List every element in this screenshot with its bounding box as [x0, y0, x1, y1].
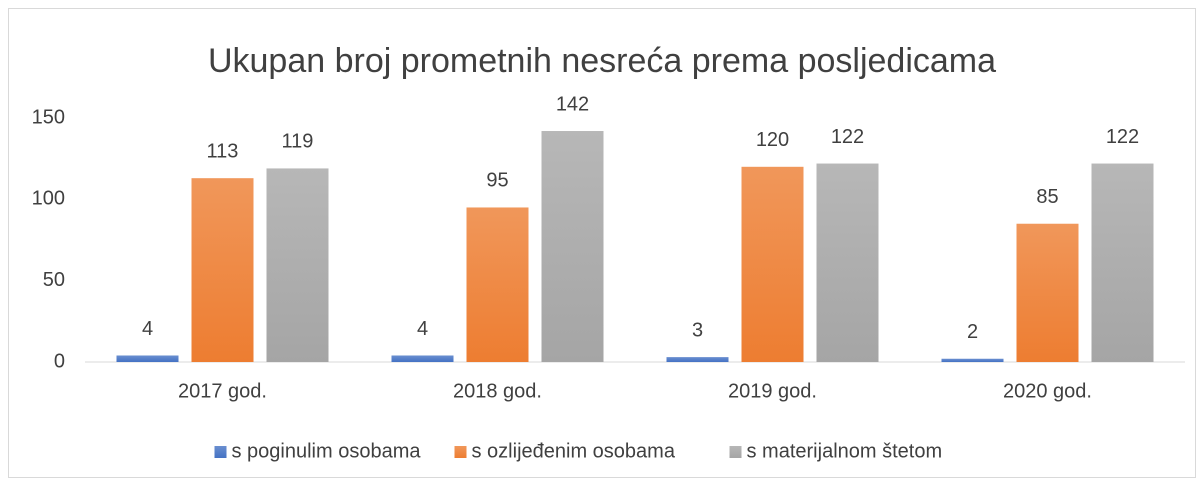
bar	[666, 357, 729, 362]
value-label: 3	[692, 319, 703, 341]
value-label: 122	[831, 126, 864, 148]
value-label: 119	[282, 131, 314, 153]
value-label: 2	[967, 321, 978, 343]
x-tick-label: 2020 god.	[1003, 380, 1092, 402]
bar	[741, 166, 804, 362]
legend-label: s materijalnom štetom	[747, 440, 943, 462]
chart-title: Ukupan broj prometnih nesreća prema posl…	[208, 42, 996, 80]
bar	[541, 131, 604, 362]
bar	[1016, 223, 1079, 362]
legend-label: s poginulim osobama	[232, 440, 422, 462]
bar	[116, 355, 179, 362]
y-tick-label: 50	[43, 269, 65, 291]
value-label: 142	[556, 93, 589, 115]
x-tick-label: 2019 god.	[728, 380, 817, 402]
legend-swatch	[214, 446, 227, 458]
bar	[466, 207, 529, 362]
bar	[266, 168, 329, 362]
value-label: 113	[207, 140, 239, 162]
bar	[816, 163, 879, 362]
x-tick-label: 2017 god.	[178, 380, 267, 402]
x-tick-label: 2018 god.	[453, 380, 542, 402]
value-label: 120	[756, 129, 789, 151]
legend-label: s ozlijeđenim osobama	[472, 440, 676, 462]
y-tick-label: 150	[32, 106, 65, 128]
y-tick-label: 0	[54, 350, 65, 372]
legend-swatch	[454, 446, 467, 458]
legend-swatch	[729, 446, 742, 458]
value-label: 122	[1106, 126, 1139, 148]
y-tick-label: 100	[32, 188, 65, 210]
value-label: 4	[142, 318, 153, 340]
bar	[391, 355, 454, 362]
bar	[191, 178, 254, 362]
value-label: 85	[1036, 186, 1058, 208]
bar	[1091, 163, 1154, 362]
value-label: 95	[486, 170, 508, 192]
value-label: 4	[417, 318, 428, 340]
bar	[941, 358, 1004, 362]
